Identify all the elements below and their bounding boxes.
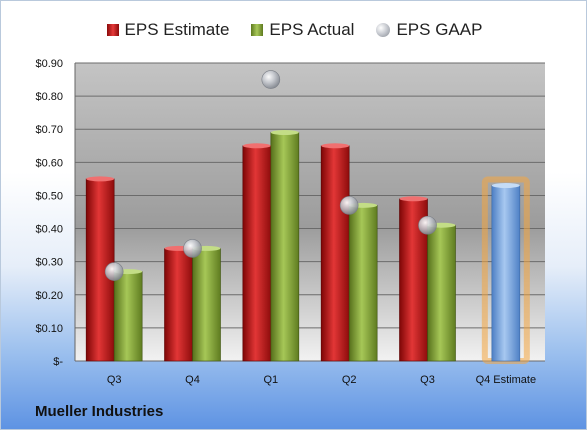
y-tick-label: $0.30 [35, 257, 63, 269]
eps-actual-bar [192, 248, 221, 362]
eps-gaap-bubble [183, 239, 202, 258]
legend: EPS Estimate EPS Actual EPS GAAP [1, 15, 586, 45]
plot-area [75, 63, 545, 361]
legend-swatch-eps-estimate [106, 24, 119, 36]
y-tick-label: $0.80 [35, 91, 63, 103]
eps-gaap-bubble [418, 215, 437, 235]
eps-forward-estimate-bar [491, 185, 521, 362]
x-tick-label: Q3 [420, 374, 435, 386]
eps-gaap-bubble [104, 262, 124, 281]
x-tick-label: Q3 [107, 374, 122, 386]
x-tick-label: Q1 [263, 374, 278, 386]
y-tick-label: $0.50 [35, 190, 63, 202]
eps-estimate-bar-top [399, 196, 428, 202]
legend-item-eps-actual: EPS Actual [251, 20, 354, 40]
eps-estimate-bar-top [86, 176, 115, 182]
y-tick-label: $- [53, 356, 63, 368]
x-tick-label: Q4 Estimate [476, 374, 537, 386]
legend-swatch-eps-actual [251, 24, 264, 36]
company-name: Mueller Industries [35, 403, 164, 420]
eps-gaap-bubble [261, 70, 281, 89]
legend-item-eps-estimate: EPS Estimate [106, 20, 230, 40]
y-tick-label: $0.10 [35, 323, 63, 335]
x-tick-label: Q4 [185, 374, 200, 386]
y-tick-label: $0.20 [35, 290, 63, 302]
eps-estimate-bar-top [242, 143, 271, 149]
eps-estimate-bar [320, 145, 350, 362]
eps-actual-bar [270, 132, 300, 362]
eps-estimate-bar-top [321, 143, 350, 149]
eps-estimate-bar [242, 145, 272, 362]
legend-item-eps-gaap: EPS GAAP [376, 20, 482, 40]
eps-actual-bar [348, 205, 378, 362]
legend-label-eps-estimate: EPS Estimate [124, 20, 230, 39]
y-tick-label: $0.70 [35, 124, 63, 136]
eps-estimate-bar [164, 248, 193, 362]
eps-actual-bar [427, 224, 456, 362]
x-tick-label: Q2 [342, 374, 357, 386]
legend-label-eps-actual: EPS Actual [269, 20, 355, 39]
y-tick-label: $0.90 [35, 58, 63, 70]
y-tick-label: $0.40 [35, 224, 63, 236]
eps-forward-estimate-bar-top [491, 183, 520, 189]
legend-swatch-eps-gaap [376, 23, 391, 37]
eps-actual-bar-top [270, 130, 299, 136]
y-tick-label: $0.60 [35, 157, 63, 169]
legend-label-eps-gaap: EPS GAAP [396, 20, 483, 39]
eps-gaap-bubble [339, 196, 359, 215]
eps-actual-bar [113, 271, 143, 362]
